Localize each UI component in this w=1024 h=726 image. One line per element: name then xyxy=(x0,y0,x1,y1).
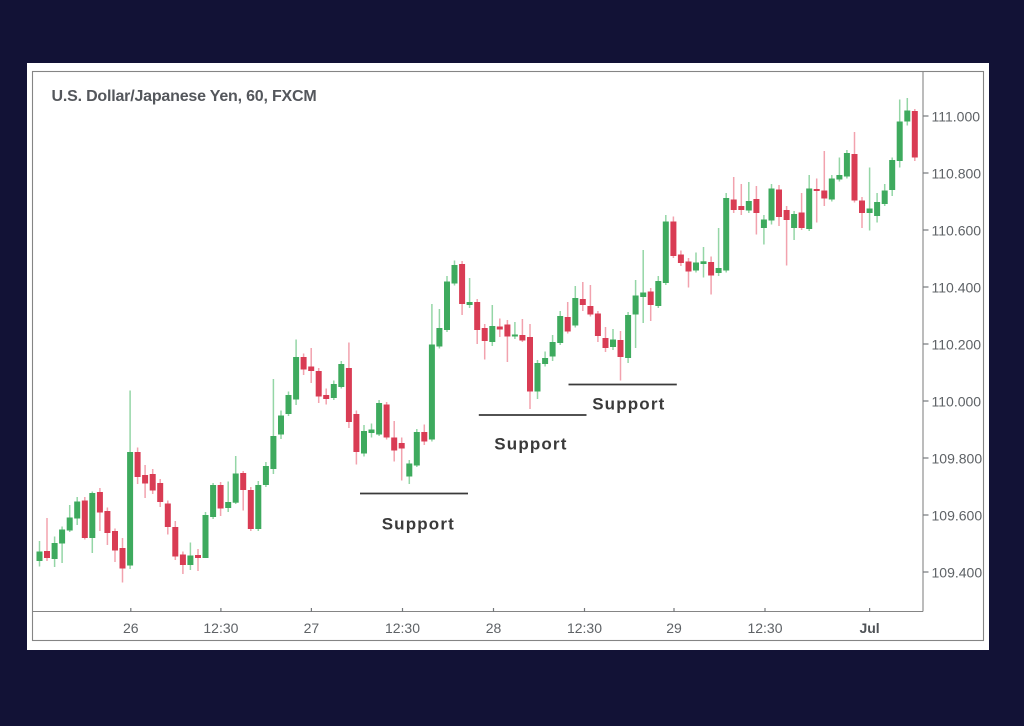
svg-text:110.600: 110.600 xyxy=(932,222,982,238)
svg-text:110.200: 110.200 xyxy=(932,336,982,352)
svg-text:111.000: 111.000 xyxy=(932,108,981,124)
svg-text:109.600: 109.600 xyxy=(932,507,983,523)
svg-text:109.800: 109.800 xyxy=(932,450,983,466)
svg-text:Support: Support xyxy=(494,435,567,454)
svg-text:12:30: 12:30 xyxy=(567,620,602,636)
svg-text:110.400: 110.400 xyxy=(932,279,982,295)
svg-text:12:30: 12:30 xyxy=(385,620,420,636)
svg-text:110.000: 110.000 xyxy=(932,393,982,409)
svg-text:Jul: Jul xyxy=(859,620,879,636)
svg-text:Support: Support xyxy=(592,395,665,414)
svg-text:27: 27 xyxy=(304,620,320,636)
svg-text:29: 29 xyxy=(666,620,682,636)
svg-text:U.S. Dollar/Japanese Yen, 60,: U.S. Dollar/Japanese Yen, 60, FXCM xyxy=(52,88,317,105)
svg-text:Support: Support xyxy=(382,515,455,534)
svg-text:110.800: 110.800 xyxy=(932,165,982,181)
svg-text:109.400: 109.400 xyxy=(932,564,983,580)
svg-text:28: 28 xyxy=(486,620,502,636)
svg-text:12:30: 12:30 xyxy=(203,620,238,636)
svg-text:12:30: 12:30 xyxy=(747,620,782,636)
svg-text:26: 26 xyxy=(123,620,139,636)
